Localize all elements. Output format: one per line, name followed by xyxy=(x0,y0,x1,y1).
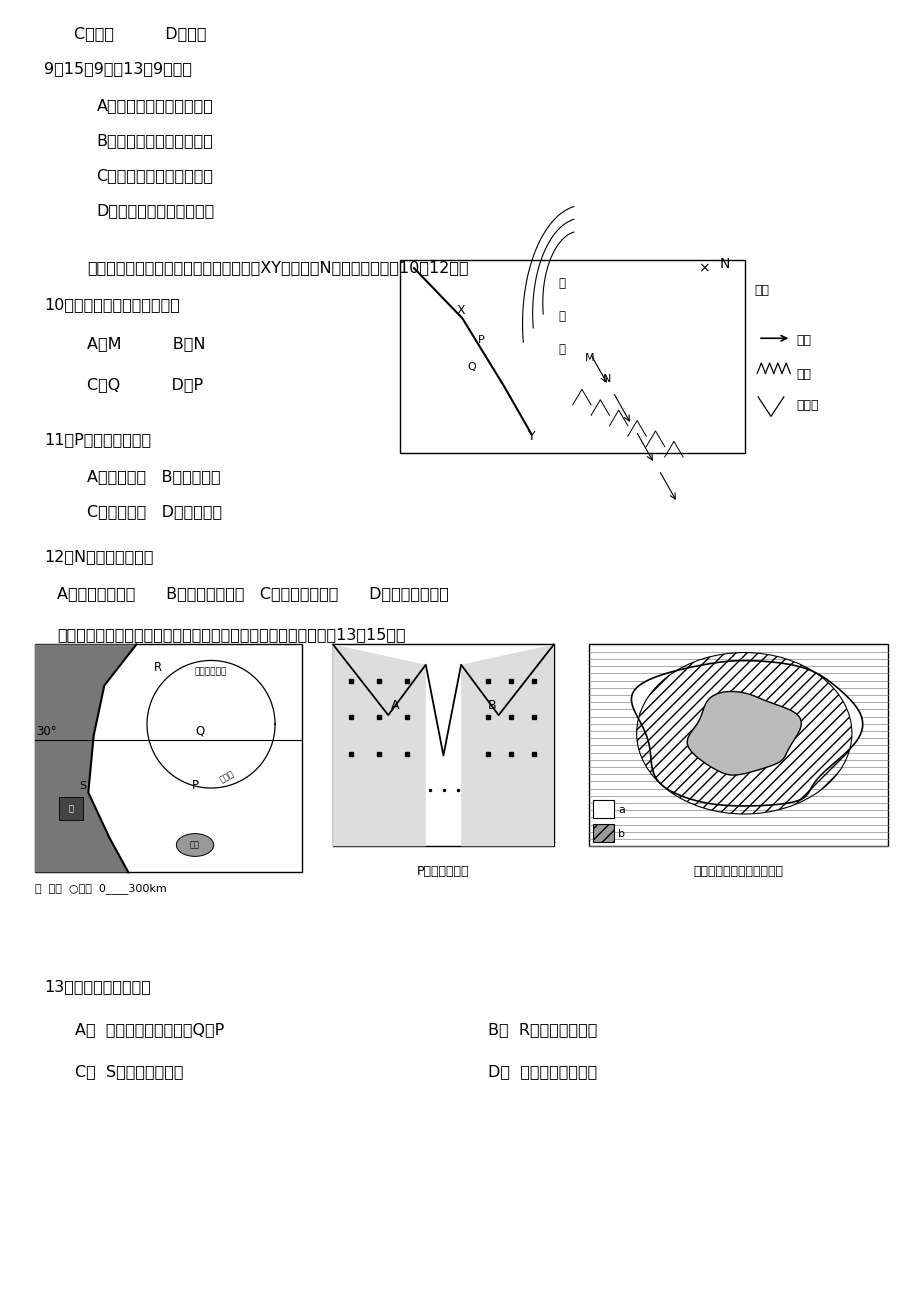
Text: ～  河流  ○城市  0____300km: ～ 河流 ○城市 0____300km xyxy=(35,883,166,893)
Text: 30°: 30° xyxy=(36,725,56,737)
Text: C．电闪雷鸣   D．寒风刺骨: C．电闪雷鸣 D．寒风刺骨 xyxy=(87,504,222,519)
Text: N: N xyxy=(602,374,611,384)
Text: Q: Q xyxy=(196,725,205,737)
Text: 9．15日9时与13日9时相比: 9．15日9时与13日9时相比 xyxy=(44,61,192,77)
Text: S: S xyxy=(79,781,86,790)
Text: 山脉: 山脉 xyxy=(796,368,811,381)
Text: P: P xyxy=(477,335,484,345)
Text: Y: Y xyxy=(527,430,535,443)
Text: B．我国东部海域风力减弱: B．我国东部海域风力减弱 xyxy=(96,133,213,148)
Text: Q: Q xyxy=(467,362,476,372)
Text: 压: 压 xyxy=(558,310,565,323)
Text: B: B xyxy=(487,699,495,711)
Text: 10．地球自转线速度最小的是: 10．地球自转线速度最小的是 xyxy=(44,297,180,312)
Text: 读下面区域图，已知左图中此时河流和湖泊以雨水补给为主，回答13～15题。: 读下面区域图，已知左图中此时河流和湖泊以雨水补给为主，回答13～15题。 xyxy=(57,628,405,643)
Text: M: M xyxy=(584,353,594,362)
Text: C．华南地区天气持续晴朗: C．华南地区天气持续晴朗 xyxy=(96,168,213,184)
Text: C．秋季          D．冬季: C．秋季 D．冬季 xyxy=(74,26,206,42)
Text: 等压线: 等压线 xyxy=(796,400,818,413)
Text: 图例: 图例 xyxy=(754,284,768,297)
Text: 某月份等温线: 某月份等温线 xyxy=(195,668,227,676)
Text: 12．N地的气候特征是: 12．N地的气候特征是 xyxy=(44,549,153,565)
Polygon shape xyxy=(35,644,136,872)
Text: A: A xyxy=(391,699,399,711)
Polygon shape xyxy=(630,660,862,806)
Text: P: P xyxy=(191,780,199,792)
Text: 湖泊: 湖泊 xyxy=(190,841,199,849)
Text: 11．P地的大气状况是: 11．P地的大气状况是 xyxy=(44,432,151,448)
Text: 湖泊蓄水的最大和最小框图: 湖泊蓄水的最大和最小框图 xyxy=(693,865,782,878)
Text: A．终年高温多雨      B．终年温和多雨   C．终年寒冷干燥      D．终年炎热干燥: A．终年高温多雨 B．终年温和多雨 C．终年寒冷干燥 D．终年炎热干燥 xyxy=(57,586,448,602)
Text: a: a xyxy=(618,805,624,815)
Text: 下图中洋流为中低纬大洋环流的一部分，XY为锋线，N位于陆地，完成10～12题。: 下图中洋流为中低纬大洋环流的一部分，XY为锋线，N位于陆地，完成10～12题。 xyxy=(87,260,469,276)
Text: 线: 线 xyxy=(558,342,565,355)
Text: A．晴朗天气   B．阴雨绵绵: A．晴朗天气 B．阴雨绵绵 xyxy=(87,469,221,484)
Text: R: R xyxy=(153,661,162,673)
Text: 洋流: 洋流 xyxy=(796,335,811,348)
Bar xyxy=(59,797,83,820)
Ellipse shape xyxy=(176,833,213,857)
Text: 等: 等 xyxy=(558,277,565,290)
Text: C．Q          D．P: C．Q D．P xyxy=(87,378,203,393)
Text: A．M          B．N: A．M B．N xyxy=(87,336,206,352)
Text: D．  图示区域为北半球: D． 图示区域为北半球 xyxy=(487,1064,596,1079)
Text: 平: 平 xyxy=(68,805,74,812)
Text: N: N xyxy=(719,256,729,271)
Text: b: b xyxy=(618,829,625,840)
Bar xyxy=(593,799,613,818)
Bar xyxy=(35,644,301,872)
Text: P地河谷剖面图: P地河谷剖面图 xyxy=(416,865,470,878)
Polygon shape xyxy=(686,691,800,775)
Text: ×: × xyxy=(698,260,709,275)
Text: C．  S地为地中海气候: C． S地为地中海气候 xyxy=(75,1064,184,1079)
Text: D．朝鲜半岛天气状况稳定: D．朝鲜半岛天气状况稳定 xyxy=(96,203,215,219)
Bar xyxy=(588,644,887,846)
Bar xyxy=(333,644,553,846)
Text: 等高线: 等高线 xyxy=(218,769,235,784)
Bar xyxy=(400,260,744,453)
Text: A．日本南部受强台风影响: A．日本南部受强台风影响 xyxy=(96,98,213,113)
Bar xyxy=(593,824,613,842)
Text: A．  图中河流的流向是由Q向P: A． 图中河流的流向是由Q向P xyxy=(75,1022,224,1038)
Text: 13．下列说法正确的是: 13．下列说法正确的是 xyxy=(44,979,151,995)
Text: B．  R地为地中海气候: B． R地为地中海气候 xyxy=(487,1022,596,1038)
Text: X: X xyxy=(456,305,464,318)
